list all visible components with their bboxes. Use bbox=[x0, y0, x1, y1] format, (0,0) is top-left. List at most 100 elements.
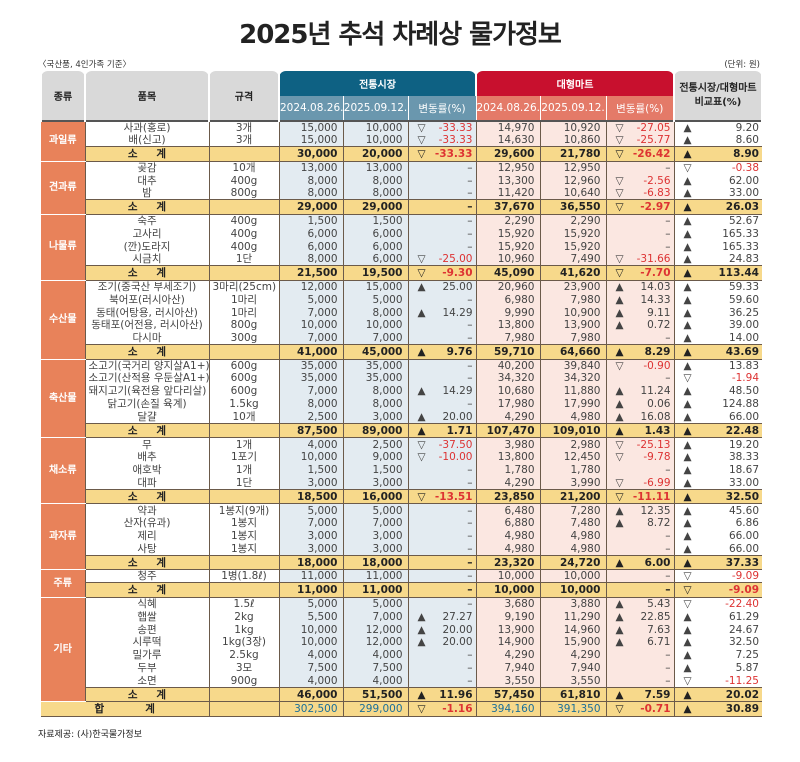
trad-price-2025: 7,000 bbox=[342, 516, 408, 530]
trad-change: ▲ 27.27 bbox=[407, 610, 476, 624]
change-value: 66.00 bbox=[728, 530, 759, 543]
header-trad-change: 변동률(%) bbox=[407, 96, 477, 121]
change-value: 33.00 bbox=[728, 476, 759, 489]
up-arrow-icon: ▲ bbox=[417, 306, 426, 319]
trad-price-2024: 29,000 bbox=[278, 199, 343, 215]
mart-price-2024: 59,710 bbox=[475, 344, 540, 360]
trad-price-2024: 30,000 bbox=[278, 146, 343, 162]
item-spec: 1kg bbox=[208, 623, 279, 636]
up-arrow-icon: ▲ bbox=[683, 122, 692, 134]
change-value: – bbox=[467, 319, 473, 332]
up-arrow-icon: ▲ bbox=[417, 636, 426, 649]
mart-change: – bbox=[605, 240, 674, 254]
trad-change: – bbox=[407, 503, 476, 517]
change-value: – bbox=[665, 240, 671, 253]
change-value: 19.20 bbox=[728, 438, 759, 451]
mart-price-2025: 391,350 bbox=[539, 701, 606, 717]
item-spec: 1봉지 bbox=[208, 542, 279, 556]
item-name: 곶감 bbox=[84, 161, 209, 175]
item-spec: 1단 bbox=[208, 476, 279, 490]
up-arrow-icon: ▲ bbox=[683, 703, 692, 716]
mart-change: ▽ -31.66 bbox=[605, 253, 674, 266]
change-value: – bbox=[467, 530, 473, 543]
mart-price-2025: 10,860 bbox=[539, 134, 606, 147]
change-value: 22.85 bbox=[640, 610, 671, 623]
mart-price-2025: 4,980 bbox=[539, 410, 606, 424]
mart-change: – bbox=[605, 372, 674, 385]
down-arrow-icon: ▽ bbox=[683, 597, 692, 610]
trad-price-2024: 13,000 bbox=[278, 161, 343, 175]
item-name: 동태(어탕용, 러시아산) bbox=[84, 306, 209, 319]
trad-change: – bbox=[407, 161, 476, 175]
table-row: 배추 1포기 10,000 9,000 ▽ -10.00 13,800 12,450 ▽ -9.7… bbox=[41, 450, 762, 464]
trad-change: – bbox=[407, 476, 476, 490]
mart-price-2025: 4,980 bbox=[539, 542, 606, 556]
compare-value: ▽ -1.94 bbox=[673, 372, 762, 385]
compare-value: ▲ 6.86 bbox=[673, 516, 762, 530]
change-value: -7.70 bbox=[640, 267, 671, 280]
change-value: 33.00 bbox=[728, 187, 759, 200]
mart-price-2025: 2,290 bbox=[539, 214, 606, 228]
trad-price-2025: 6,000 bbox=[342, 227, 408, 241]
trad-price-2025: 9,000 bbox=[342, 450, 408, 464]
mart-price-2024: 10,000 bbox=[475, 582, 540, 598]
up-arrow-icon: ▲ bbox=[683, 306, 692, 319]
change-value: 62.00 bbox=[728, 174, 759, 187]
down-arrow-icon: ▽ bbox=[683, 570, 692, 583]
trad-price-2024: 8,000 bbox=[278, 174, 343, 188]
mart-price-2025: 36,550 bbox=[539, 199, 606, 215]
change-value: 26.03 bbox=[725, 201, 759, 214]
change-value: -22.40 bbox=[725, 597, 759, 610]
mart-change: – bbox=[605, 161, 674, 175]
table-row: 시금치 1단 8,000 6,000 ▽ -25.00 10,960 7,490 ▽ -31.66… bbox=[41, 253, 762, 266]
subtotal-row: 소 계 18,000 18,000–23,320 24,720 ▲ 6.00 ▲ 37.33 bbox=[41, 554, 762, 571]
table-row: 소면 900g 4,000 4,000–3,550 3,550– ▽ -11.25 bbox=[41, 674, 762, 688]
change-value: – bbox=[467, 372, 473, 385]
table-row: 햅쌀 2kg 5,500 7,000 ▲ 27.27 9,190 11,290 ▲ 22.85 ▲ 6… bbox=[41, 610, 762, 624]
change-value: 61.29 bbox=[728, 610, 759, 623]
up-arrow-icon: ▲ bbox=[615, 597, 624, 610]
header-category: 종류 bbox=[40, 71, 86, 121]
trad-price-2025: 1,500 bbox=[342, 214, 408, 228]
trad-change: – bbox=[407, 318, 476, 332]
change-value: 11.96 bbox=[439, 688, 473, 701]
mart-price-2024: 10,680 bbox=[475, 384, 540, 398]
header-traditional-market: 전통시장 bbox=[278, 71, 477, 96]
item-spec: 1봉지 bbox=[208, 529, 279, 543]
row-label: 소 bbox=[127, 345, 138, 358]
down-arrow-icon: ▽ bbox=[615, 187, 624, 200]
change-value: 113.44 bbox=[718, 267, 759, 280]
category-label: 수산물 bbox=[41, 280, 85, 360]
trad-change: ▲ 9.76 bbox=[407, 344, 476, 360]
item-name: 밤 bbox=[84, 187, 209, 200]
mart-price-2025: 64,660 bbox=[539, 344, 606, 360]
spec-empty bbox=[208, 344, 279, 360]
total-row: 합 계 302,500 299,000 ▽ -1.16 394,160 391,350 ▽ -0.… bbox=[41, 701, 762, 717]
change-value: 22.48 bbox=[725, 424, 759, 437]
trad-change: ▽ -33.33 bbox=[407, 120, 476, 134]
up-arrow-icon: ▲ bbox=[683, 319, 692, 332]
trad-change: – bbox=[407, 569, 476, 583]
up-arrow-icon: ▲ bbox=[615, 424, 624, 437]
change-value: 0.72 bbox=[647, 319, 671, 332]
down-arrow-icon: ▽ bbox=[417, 253, 426, 266]
change-value: -11.11 bbox=[632, 490, 671, 503]
compare-value: ▲ 33.00 bbox=[673, 476, 762, 490]
up-arrow-icon: ▲ bbox=[615, 517, 624, 530]
change-value: 9.11 bbox=[647, 306, 671, 319]
item-name: 사과(홍로) bbox=[84, 120, 209, 134]
change-value: 39.00 bbox=[728, 319, 759, 332]
trad-price-2025: 7,000 bbox=[342, 331, 408, 345]
change-value: 20.02 bbox=[725, 688, 759, 701]
table-row: 사탕 1봉지 3,000 3,000–4,980 4,980– ▲ 66.00 bbox=[41, 542, 762, 556]
mart-price-2025: 10,900 bbox=[539, 306, 606, 319]
table-row: 다시마 300g 7,000 7,000–7,980 7,980– ▲ 14.00 bbox=[41, 331, 762, 345]
trad-price-2025: 45,000 bbox=[342, 344, 408, 360]
trad-price-2024: 7,500 bbox=[278, 661, 343, 675]
mart-change: ▽ -27.05 bbox=[605, 120, 674, 134]
item-spec: 1포기 bbox=[208, 450, 279, 464]
down-arrow-icon: ▽ bbox=[417, 134, 426, 147]
mart-price-2024: 10,000 bbox=[475, 569, 540, 583]
mart-price-2025: 7,490 bbox=[539, 253, 606, 266]
